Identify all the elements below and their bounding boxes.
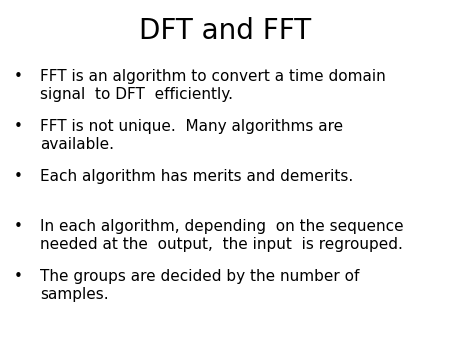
Text: •: • [14, 169, 22, 184]
Text: The groups are decided by the number of
samples.: The groups are decided by the number of … [40, 269, 360, 303]
Text: FFT is not unique.  Many algorithms are
available.: FFT is not unique. Many algorithms are a… [40, 119, 344, 152]
Text: •: • [14, 69, 22, 84]
Text: DFT and FFT: DFT and FFT [139, 17, 311, 45]
Text: •: • [14, 219, 22, 234]
Text: Each algorithm has merits and demerits.: Each algorithm has merits and demerits. [40, 169, 354, 184]
Text: •: • [14, 269, 22, 284]
Text: FFT is an algorithm to convert a time domain
signal  to DFT  efficiently.: FFT is an algorithm to convert a time do… [40, 69, 386, 102]
Text: In each algorithm, depending  on the sequence
needed at the  output,  the input : In each algorithm, depending on the sequ… [40, 219, 404, 252]
Text: •: • [14, 119, 22, 134]
